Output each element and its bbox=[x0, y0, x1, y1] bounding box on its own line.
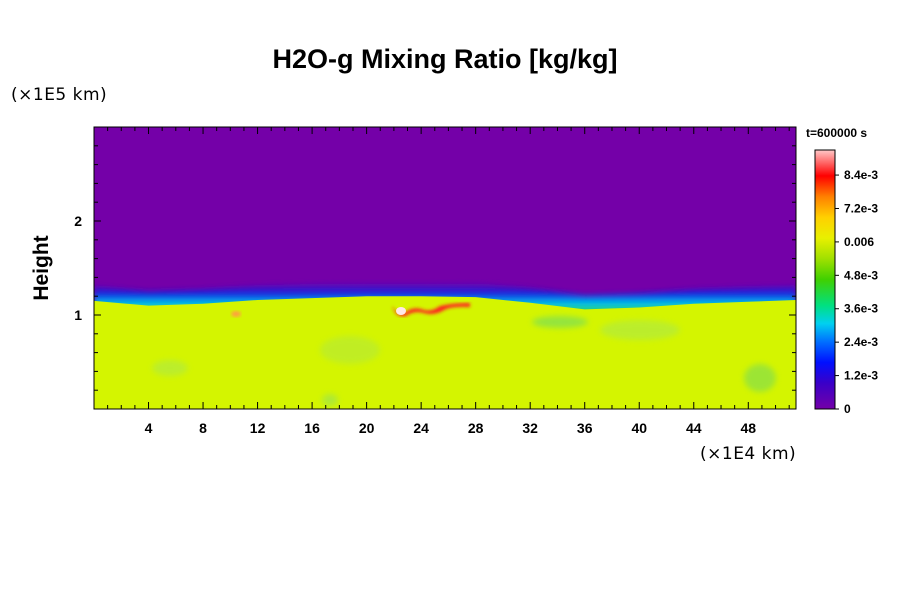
colorbar-tick-label: 4.8e-3 bbox=[844, 268, 878, 282]
x-axis: 4 8 12 16 20 24 28 32 36 40 44 48 bbox=[107, 127, 790, 436]
heatmap-eddies bbox=[152, 316, 776, 406]
x-tick-label: 32 bbox=[522, 420, 538, 436]
x-tick-label: 36 bbox=[577, 420, 593, 436]
colorbar-tick-label: 0.006 bbox=[844, 235, 874, 249]
heatmap-field bbox=[94, 127, 796, 409]
x-tick-label: 4 bbox=[145, 420, 153, 436]
colorbar-tick-label: 8.4e-3 bbox=[844, 168, 878, 182]
y-axis-unit: (×1E5 km) bbox=[11, 85, 108, 105]
x-tick-label: 40 bbox=[631, 420, 647, 436]
x-tick-label: 24 bbox=[413, 420, 429, 436]
x-tick-label: 48 bbox=[741, 420, 757, 436]
y-axis: 12 bbox=[74, 145, 796, 391]
x-tick-label: 28 bbox=[468, 420, 484, 436]
heatmap-lower-region bbox=[94, 296, 796, 409]
colorbar: 8.4e-3 7.2e-3 0.006 4.8e-3 3.6e-3 2.4e-3 1.2e-… bbox=[814, 149, 878, 416]
colorbar-tick-label: 1.2e-3 bbox=[844, 369, 878, 383]
x-axis-unit: (×1E4 km) bbox=[700, 444, 797, 464]
x-tick-label: 16 bbox=[304, 420, 320, 436]
colorbar-tick-label: 0 bbox=[844, 402, 851, 416]
x-tick-label: 44 bbox=[686, 420, 702, 436]
plot-frame bbox=[93, 126, 797, 410]
chart-title: H2O-g Mixing Ratio [kg/kg] bbox=[272, 44, 618, 74]
colorbar-tick-label: 3.6e-3 bbox=[844, 302, 878, 316]
x-tick-label: 20 bbox=[359, 420, 375, 436]
y-tick-label: 2 bbox=[74, 213, 82, 229]
heatmap-max-patch bbox=[231, 303, 470, 317]
colorbar-ticks: 8.4e-3 7.2e-3 0.006 4.8e-3 3.6e-3 2.4e-3 1.2e-… bbox=[835, 168, 878, 416]
x-tick-label: 12 bbox=[250, 420, 266, 436]
colorbar-tick-label: 2.4e-3 bbox=[844, 335, 878, 349]
y-tick-label: 1 bbox=[74, 307, 82, 323]
x-tick-label: 8 bbox=[199, 420, 207, 436]
colorbar-gradient bbox=[814, 149, 836, 410]
time-label: t=600000 s bbox=[806, 126, 868, 140]
colorbar-tick-label: 7.2e-3 bbox=[844, 201, 878, 215]
